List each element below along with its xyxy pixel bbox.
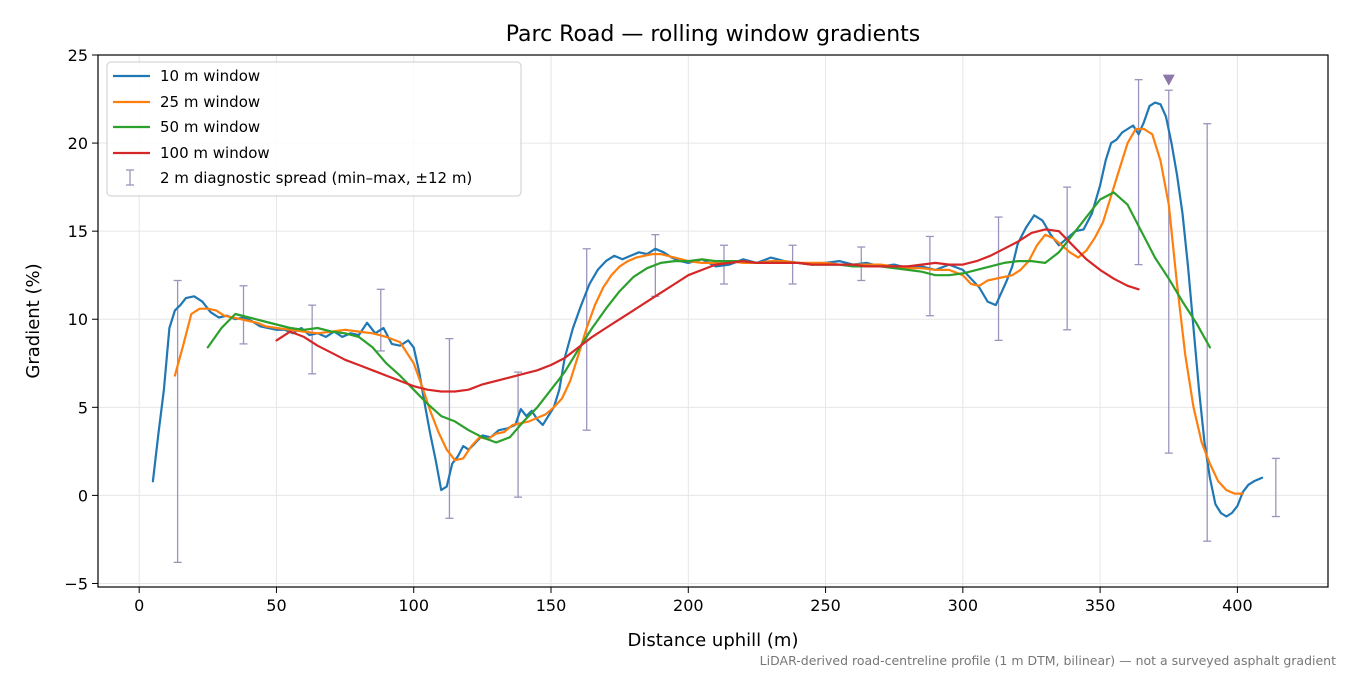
footnote: LiDAR-derived road-centreline profile (1… (760, 653, 1336, 668)
series-lines (151, 101, 1264, 518)
grid (98, 54, 1328, 587)
y-axis-label: Gradient (%) (23, 263, 44, 378)
y-tick-label: −5 (64, 574, 88, 593)
x-tick-label: 350 (1085, 596, 1116, 615)
legend-swatch-errorbar (126, 169, 134, 186)
x-tick-label: 200 (673, 596, 704, 615)
x-tick-label: 250 (810, 596, 841, 615)
error-bars (173, 79, 1280, 563)
series-line-50-m-window (206, 191, 1212, 444)
errorbar (1134, 79, 1143, 266)
legend-label-10m: 10 m window (160, 67, 260, 85)
plot-frame (97, 54, 1329, 588)
y-tick-label: 5 (78, 398, 88, 417)
errorbar (376, 288, 385, 352)
errorbar (1164, 89, 1173, 454)
legend-label-errorbar: 2 m diagnostic spread (min–max, ±12 m) (160, 169, 472, 187)
errorbar (308, 304, 317, 375)
errorbar (582, 248, 591, 431)
x-axis-label: Distance uphill (m) (628, 630, 799, 651)
legend-box (106, 61, 522, 197)
legend-label-100m: 100 m window (160, 144, 270, 162)
errorbar (445, 337, 454, 519)
x-tick-label: 50 (266, 596, 286, 615)
errorbar (788, 244, 797, 285)
errorbar (514, 371, 523, 498)
peak-marker (1162, 74, 1175, 86)
series-line-10-m-window (151, 101, 1264, 518)
y-tick-label: 0 (78, 486, 88, 505)
errorbar (173, 279, 182, 563)
errorbar (1063, 186, 1072, 331)
errorbar (239, 285, 248, 345)
x-tick-label: 0 (134, 596, 144, 615)
x-tick-label: 100 (398, 596, 429, 615)
x-ticks: 0 50 100 150 200 250 300 350 400 (134, 587, 1253, 615)
x-tick-label: 300 (948, 596, 979, 615)
legend: 10 m window 25 m window 50 m window 100 … (106, 61, 522, 197)
series-line-100-m-window (275, 228, 1140, 393)
errorbar (1203, 123, 1212, 542)
y-tick-label: 25 (68, 46, 88, 65)
peak-marker-triangle (1162, 74, 1175, 86)
legend-label-50m: 50 m window (160, 118, 260, 136)
errorbar (925, 235, 934, 317)
chart-title: Parc Road — rolling window gradients (506, 22, 920, 47)
y-ticks: −5 0 5 10 15 20 25 (64, 46, 98, 593)
y-tick-label: 20 (68, 134, 88, 153)
x-tick-label: 400 (1222, 596, 1253, 615)
x-tick-label: 150 (536, 596, 567, 615)
y-tick-label: 10 (68, 310, 88, 329)
y-tick-label: 15 (68, 222, 88, 241)
legend-label-25m: 25 m window (160, 93, 260, 111)
errorbar (1271, 457, 1280, 518)
